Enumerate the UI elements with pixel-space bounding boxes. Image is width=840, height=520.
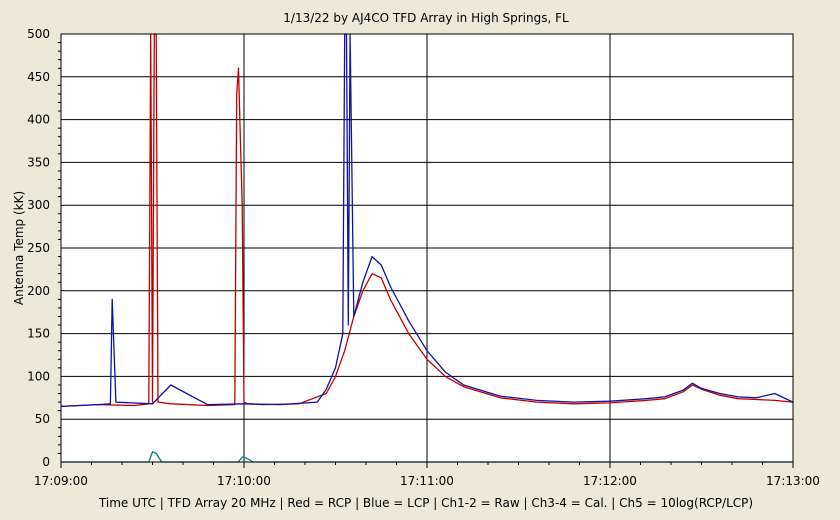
plot-border xyxy=(60,33,794,463)
y-tick-label: 200 xyxy=(27,284,50,298)
x-tick-label: 17:10:00 xyxy=(217,474,271,488)
x-tick-label: 17:12:00 xyxy=(583,474,637,488)
y-tick-label: 50 xyxy=(35,412,50,426)
y-tick-label: 400 xyxy=(27,113,50,127)
chart-title: 1/13/22 by AJ4CO TFD Array in High Sprin… xyxy=(283,11,569,25)
series-line-lcp xyxy=(60,33,794,408)
y-tick-label: 450 xyxy=(27,70,50,84)
y-tick-labels: 0 50 100 150 200 250 300 350 400 450 500 xyxy=(27,27,50,469)
series-line-rcp xyxy=(60,33,794,408)
x-tick-label: 17:09:00 xyxy=(34,474,88,488)
x-tick-labels: 17:09:00 17:10:00 17:11:00 17:12:00 17:13:00 xyxy=(34,474,820,488)
y-tick-label: 0 xyxy=(42,455,50,469)
y-tick-label: 500 xyxy=(27,27,50,41)
x-axis-label: Time UTC | TFD Array 20 MHz | Red = RCP … xyxy=(98,496,753,510)
y-tick-label: 350 xyxy=(27,155,50,169)
y-tick-label: 100 xyxy=(27,369,50,383)
y-tick-label: 300 xyxy=(27,198,50,212)
y-axis-label: Antenna Temp (kK) xyxy=(12,191,26,305)
y-tick-label: 250 xyxy=(27,241,50,255)
x-tick-label: 17:11:00 xyxy=(400,474,454,488)
y-tick-label: 150 xyxy=(27,327,50,341)
x-tick-label: 17:13:00 xyxy=(766,474,820,488)
